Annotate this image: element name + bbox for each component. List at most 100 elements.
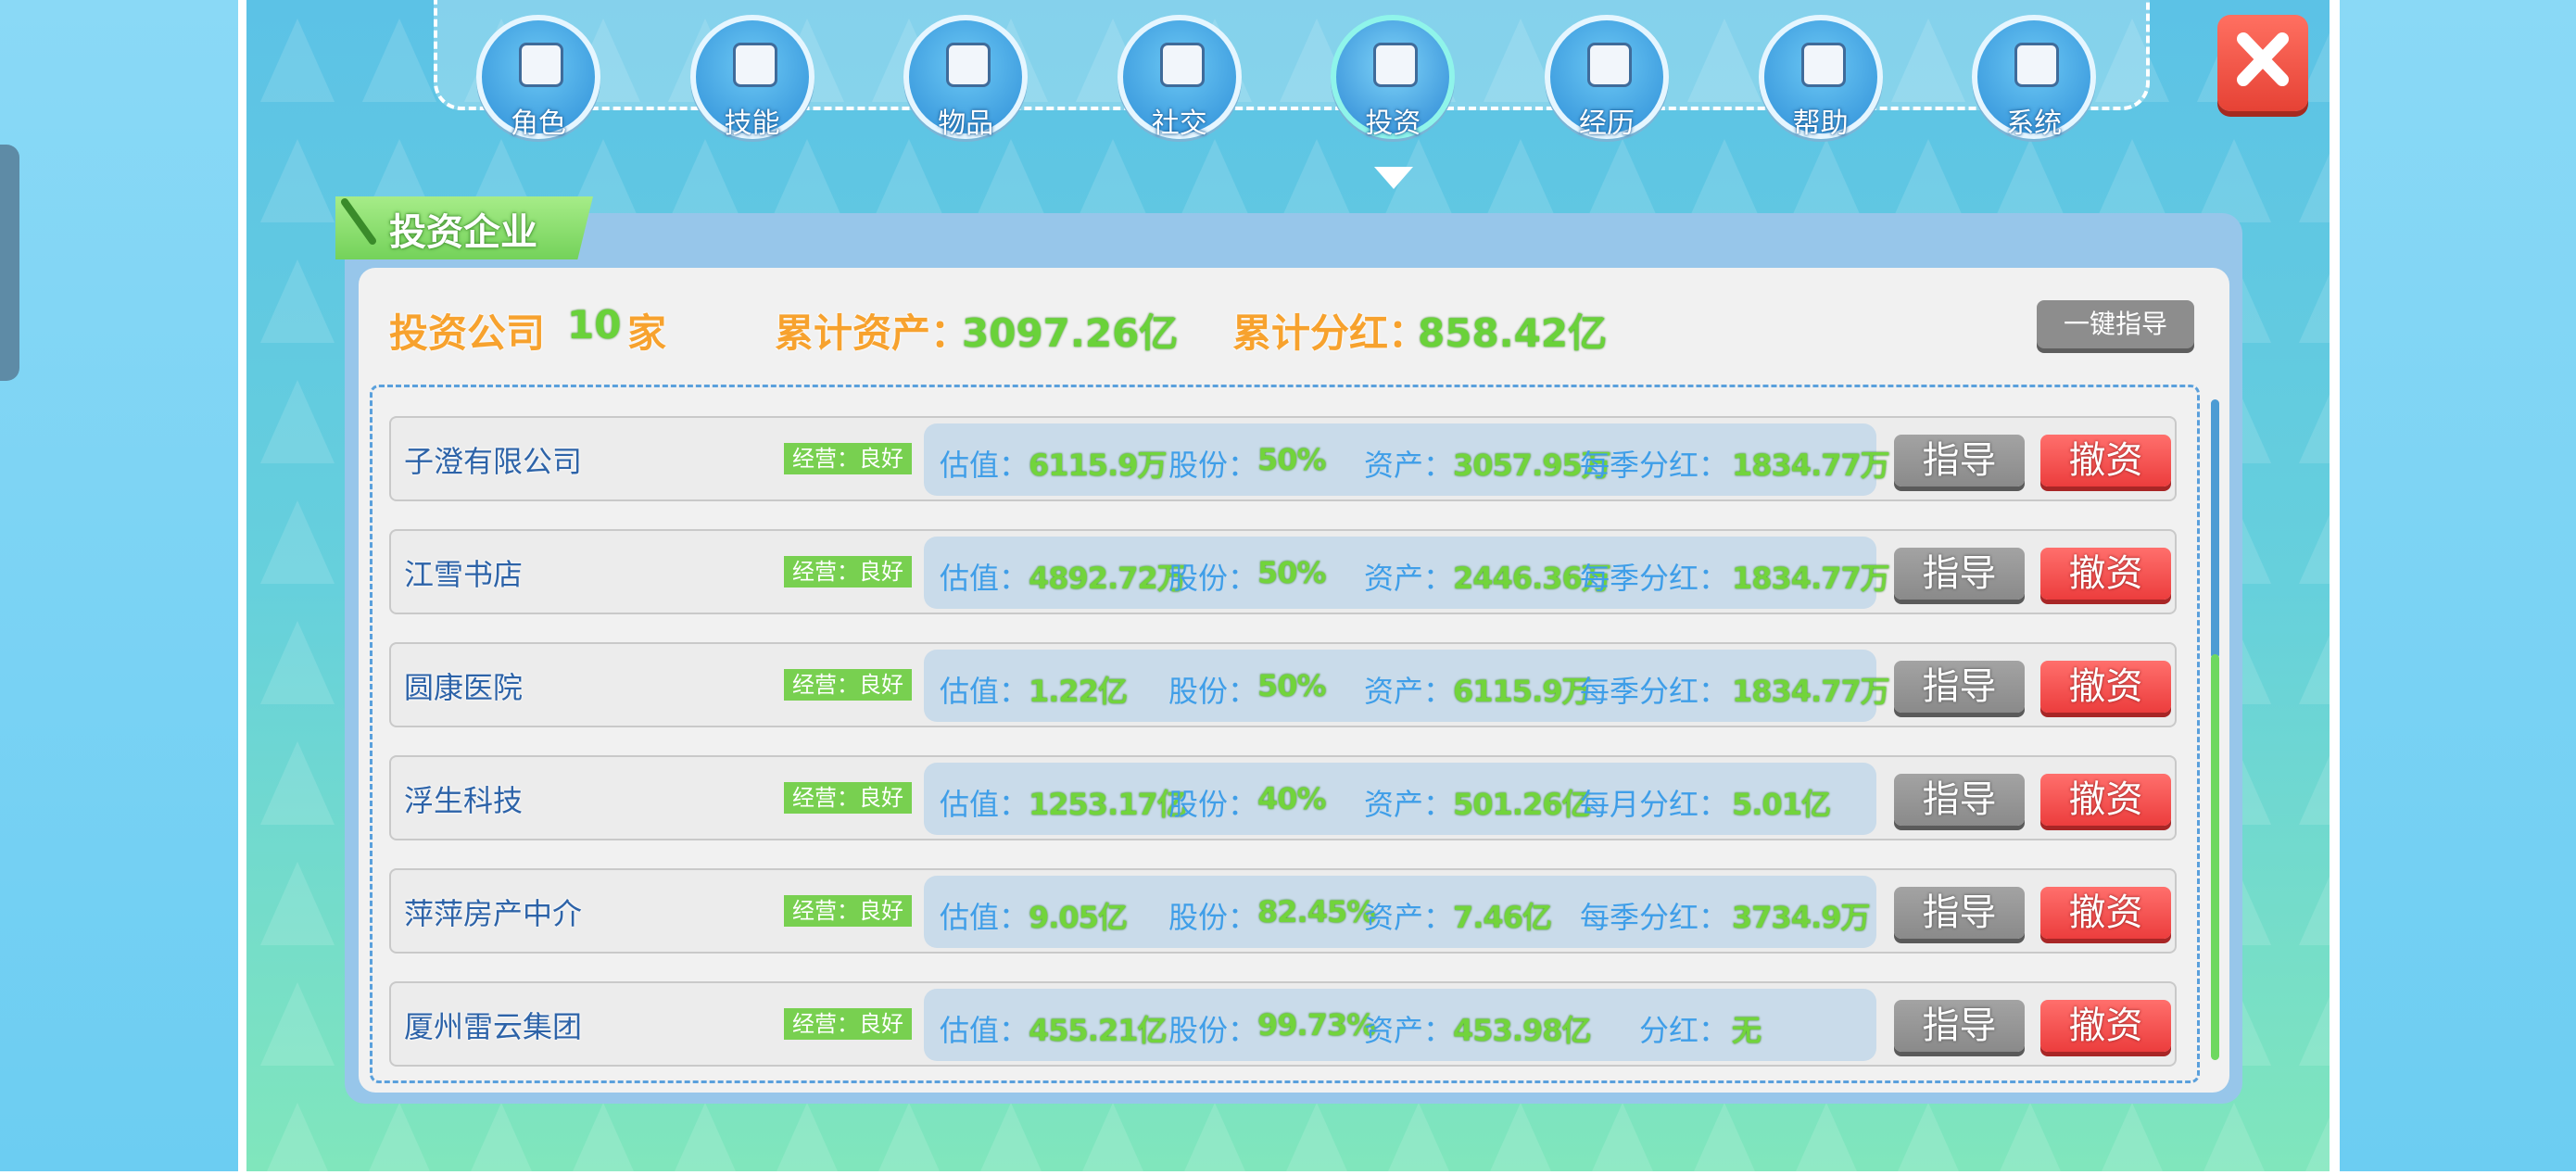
divest-button[interactable]: 撤资 (2040, 548, 2171, 600)
dividend: 1834.77万 (1732, 674, 1890, 709)
dividend: 3734.9万 (1732, 900, 1870, 935)
tab-button[interactable] (1331, 15, 1456, 139)
valuation: 4892.72万 (1029, 561, 1187, 596)
guide-button[interactable]: 指导 (1894, 548, 2025, 600)
guide-button[interactable]: 指导 (1894, 661, 2025, 713)
tab-bar (434, 0, 2150, 110)
tab-button[interactable] (1117, 15, 1242, 139)
valuation: 455.21亿 (1029, 1013, 1167, 1048)
assets: 7.46亿 (1453, 900, 1552, 935)
guide-button[interactable]: 指导 (1894, 774, 2025, 826)
divest-button[interactable]: 撤资 (2040, 661, 2171, 713)
valuation: 9.05亿 (1029, 900, 1128, 935)
company-count-unit: 家 (627, 310, 667, 356)
divest-button[interactable]: 撤资 (2040, 435, 2171, 486)
info-box (924, 876, 1876, 948)
guide-all-button[interactable]: 一键指导 (2037, 300, 2194, 348)
tab-button[interactable] (903, 15, 1029, 139)
tab-icon (1800, 43, 1846, 87)
valuation: 6115.9万 (1029, 448, 1167, 483)
status-badge: 经营：良好 (784, 782, 912, 814)
info-box (924, 537, 1876, 609)
tab-button[interactable] (1758, 15, 1883, 139)
close-button[interactable] (2217, 15, 2308, 111)
company-name: 圆康医院 (404, 670, 524, 705)
shares: 99.73% (1257, 1007, 1376, 1042)
dividends-label: 累计分红： (1232, 310, 1428, 356)
company-row: 江雪书店 经营：良好 估值： 4892.72万 股份： 50% 资产： 2446.36万 每季分… (389, 529, 2177, 614)
shares: 50% (1257, 442, 1327, 477)
close-icon (2237, 32, 2289, 86)
info-box (924, 423, 1876, 496)
assets-label: 资产： (1364, 674, 1454, 709)
side-handle[interactable] (0, 145, 19, 381)
valuation-label: 估值： (940, 1013, 1029, 1048)
divest-button[interactable]: 撤资 (2040, 774, 2171, 826)
company-count-label: 投资公司 (389, 310, 546, 356)
scrollbar-thumb[interactable] (2211, 654, 2219, 1060)
scrollbar-track (2211, 399, 2219, 659)
shares-label: 股份： (1168, 787, 1258, 822)
assets: 453.98亿 (1453, 1013, 1591, 1048)
company-name: 子澄有限公司 (404, 444, 583, 479)
dividend: 无 (1732, 1013, 1762, 1048)
guide-button[interactable]: 指导 (1894, 1000, 2025, 1052)
assets: 501.26亿 (1453, 787, 1591, 822)
info-box (924, 763, 1876, 835)
assets-label: 资产： (1364, 561, 1454, 596)
dividend-label: 每月分红： (1579, 787, 1728, 822)
info-box (924, 650, 1876, 722)
company-name: 萍萍房产中介 (404, 896, 583, 931)
tab-label: 物品 (938, 107, 994, 140)
tab-button[interactable] (1972, 15, 2097, 139)
company-row: 浮生科技 经营：良好 估值： 1253.17亿 股份： 40% 资产： 501.26亿 每月分红… (389, 755, 2177, 840)
company-name: 浮生科技 (404, 783, 524, 818)
info-box (924, 989, 1876, 1061)
title-tab (335, 196, 593, 259)
tab-icon (946, 43, 991, 87)
shares: 50% (1257, 668, 1327, 703)
divest-button[interactable]: 撤资 (2040, 887, 2171, 939)
assets: 6115.9万 (1453, 674, 1591, 709)
shares-label: 股份： (1168, 1013, 1258, 1048)
tab-button[interactable] (476, 15, 600, 139)
status-badge: 经营：良好 (784, 895, 912, 927)
tab-icon (1373, 43, 1419, 87)
tab-button[interactable] (1545, 15, 1669, 139)
assets-label: 资产： (1364, 1013, 1454, 1048)
divest-button[interactable]: 撤资 (2040, 1000, 2171, 1052)
dividend-label: 每季分红： (1579, 448, 1728, 483)
dividends: 858.42亿 (1418, 310, 1608, 356)
panel-title: 投资企业 (389, 211, 537, 254)
dividend: 5.01亿 (1732, 787, 1831, 822)
guide-button[interactable]: 指导 (1894, 435, 2025, 486)
valuation-label: 估值： (940, 900, 1029, 935)
guide-button[interactable]: 指导 (1894, 887, 2025, 939)
status-badge: 经营：良好 (784, 1008, 912, 1040)
company-count: 10 (567, 302, 622, 347)
tab-label: 角色 (511, 107, 566, 140)
tab-icon (519, 43, 563, 87)
tab-icon (1587, 43, 1632, 87)
dividend-label: 每季分红： (1579, 561, 1728, 596)
shares-label: 股份： (1168, 900, 1258, 935)
assets-label: 资产： (1364, 448, 1454, 483)
valuation: 1.22亿 (1029, 674, 1128, 709)
shares-label: 股份： (1168, 674, 1258, 709)
tab-button[interactable] (689, 15, 814, 139)
valuation: 1253.17亿 (1029, 787, 1187, 822)
shares: 82.45% (1257, 894, 1376, 929)
tab-icon (2014, 43, 2060, 87)
tab-icon (732, 43, 777, 87)
tab-label: 技能 (724, 107, 780, 140)
dividend: 1834.77万 (1732, 448, 1890, 483)
assets: 2446.36万 (1453, 561, 1611, 596)
company-name: 江雪书店 (404, 557, 524, 592)
dividend: 1834.77万 (1732, 561, 1890, 596)
tab-label: 帮助 (1792, 107, 1849, 140)
tab-label: 投资 (1365, 107, 1421, 140)
assets-label: 资产： (1364, 787, 1454, 822)
tab-pointer (1374, 167, 1413, 189)
shares: 40% (1257, 781, 1327, 816)
